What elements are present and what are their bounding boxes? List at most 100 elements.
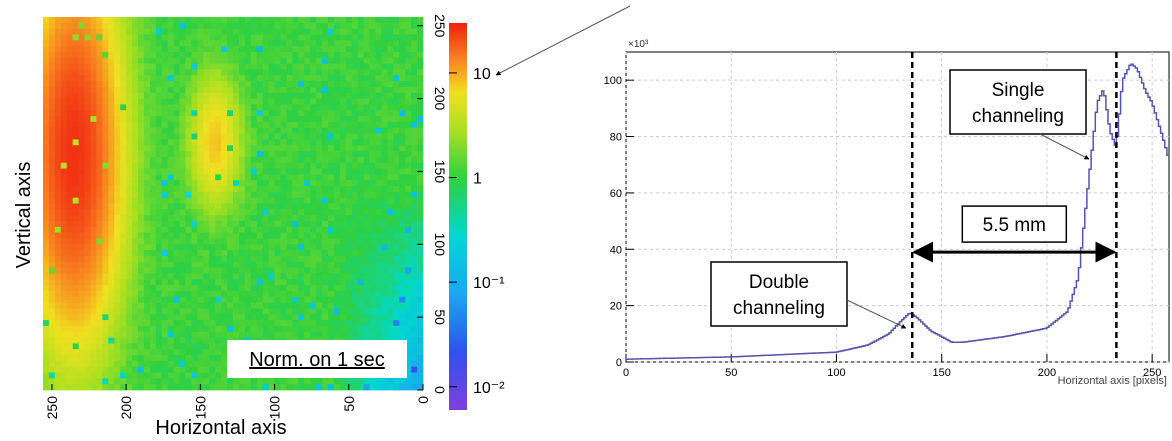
- heatmap-cell: [167, 384, 175, 391]
- heatmap-cell: [126, 355, 133, 362]
- heatmap-cell: [102, 267, 109, 274]
- heatmap-cell: [132, 57, 139, 65]
- heatmap-cell: [185, 209, 192, 216]
- heatmap-cell: [328, 285, 335, 292]
- heatmap-cell: [149, 343, 157, 350]
- heatmap-cell: [375, 209, 382, 216]
- heatmap-cell: [185, 151, 192, 158]
- heatmap-cell: [185, 180, 192, 187]
- heatmap-cell: [256, 28, 264, 35]
- heatmap-cell: [328, 110, 335, 117]
- heatmap-cell: [108, 17, 115, 24]
- heatmap-cell: [197, 238, 204, 245]
- heatmap-cell: [262, 232, 270, 239]
- heatmap-cell: [179, 162, 186, 169]
- heatmap-cell: [268, 250, 275, 257]
- heatmap-cell: [78, 57, 85, 65]
- heatmap-cell: [102, 360, 109, 368]
- heatmap-cell: [179, 296, 186, 303]
- heatmap-cell: [316, 232, 323, 239]
- heatmap-cell: [387, 215, 394, 222]
- heatmap-cell: [333, 17, 341, 24]
- heatmap-cell: [126, 51, 133, 59]
- heatmap-cell: [66, 145, 74, 152]
- heatmap-cell: [96, 139, 103, 146]
- heatmap-cell: [363, 261, 370, 269]
- heatmap-cell: [48, 121, 56, 129]
- heatmap-cell: [221, 215, 228, 222]
- heatmap-cell: [339, 331, 347, 338]
- heatmap-cell: [357, 203, 365, 210]
- heatmap-cell: [161, 261, 169, 269]
- heatmap-cell: [316, 290, 323, 298]
- heatmap-cell: [126, 261, 133, 269]
- heatmap-cell: [417, 343, 424, 350]
- heatmap-cell: [185, 156, 192, 164]
- heatmap-cell: [357, 320, 365, 327]
- heatmap-cell: [161, 378, 169, 385]
- heatmap-cell: [185, 232, 192, 239]
- heatmap-cell: [411, 151, 418, 158]
- heatmap-cell: [185, 360, 192, 368]
- heatmap-cell: [227, 46, 234, 53]
- heatmap-cell: [351, 133, 359, 140]
- heatmap-cell: [132, 337, 139, 344]
- heatmap-cell: [387, 267, 394, 274]
- heatmap-cell: [215, 110, 222, 117]
- heatmap-cell: [84, 69, 91, 76]
- heatmap-cell: [209, 384, 216, 391]
- heatmap-cell: [244, 151, 252, 158]
- heatmap-cell: [298, 168, 305, 175]
- heatmap-cell: [268, 320, 275, 327]
- heatmap-cell: [120, 180, 127, 187]
- heatmap-cell: [215, 133, 222, 140]
- heatmap-cell: [233, 116, 240, 123]
- heatmap-cell: [60, 320, 68, 327]
- heatmap-cell: [411, 139, 418, 146]
- heatmap-cell: [375, 220, 382, 228]
- heatmap-cell: [114, 180, 121, 187]
- heatmap-cell: [120, 215, 127, 222]
- heatmap-cell: [322, 244, 329, 251]
- heatmap-cell: [209, 98, 216, 105]
- heatmap-cell: [60, 116, 68, 123]
- heatmap-cell: [250, 191, 258, 199]
- heatmap-cell: [339, 17, 347, 24]
- heatmap-cell: [310, 308, 317, 315]
- heatmap-cell: [114, 104, 121, 111]
- heatmap-cell: [304, 104, 311, 111]
- heatmap-cell: [345, 261, 353, 269]
- heatmap-cell: [66, 57, 74, 65]
- heatmap-cell: [345, 197, 353, 204]
- heatmap-cell: [191, 197, 198, 204]
- heatmap-cell: [191, 63, 198, 70]
- heatmap-cell: [280, 75, 287, 82]
- heatmap-cell: [66, 366, 74, 373]
- heatmap-cell: [375, 226, 382, 234]
- heatmap-cell: [339, 203, 347, 210]
- heatmap-cell: [405, 75, 412, 82]
- heatmap-cell: [393, 81, 400, 88]
- heatmap-cell: [399, 46, 406, 53]
- heatmap-cell: [167, 220, 175, 228]
- heatmap-cell: [209, 215, 216, 222]
- heatmap-cell: [215, 372, 222, 379]
- heatmap-cell: [43, 133, 50, 140]
- heatmap-cell: [322, 116, 329, 123]
- heatmap-cell: [233, 34, 240, 41]
- heatmap-cell: [60, 145, 68, 152]
- heatmap-cell: [149, 232, 157, 239]
- heatmap-cell: [161, 320, 169, 327]
- heatmap-cell: [280, 92, 287, 99]
- heatmap-cell: [167, 156, 175, 164]
- heatmap-cell: [268, 174, 275, 181]
- heatmap-cell: [304, 215, 311, 222]
- heatmap-cell: [286, 151, 293, 158]
- heatmap-cell: [108, 343, 115, 350]
- heatmap-cell: [244, 133, 252, 140]
- heatmap-cell: [238, 296, 246, 303]
- heatmap-cell: [393, 215, 400, 222]
- heatmap-cell: [333, 290, 341, 298]
- heatmap-cell: [328, 232, 335, 239]
- heatmap-cell: [328, 156, 335, 164]
